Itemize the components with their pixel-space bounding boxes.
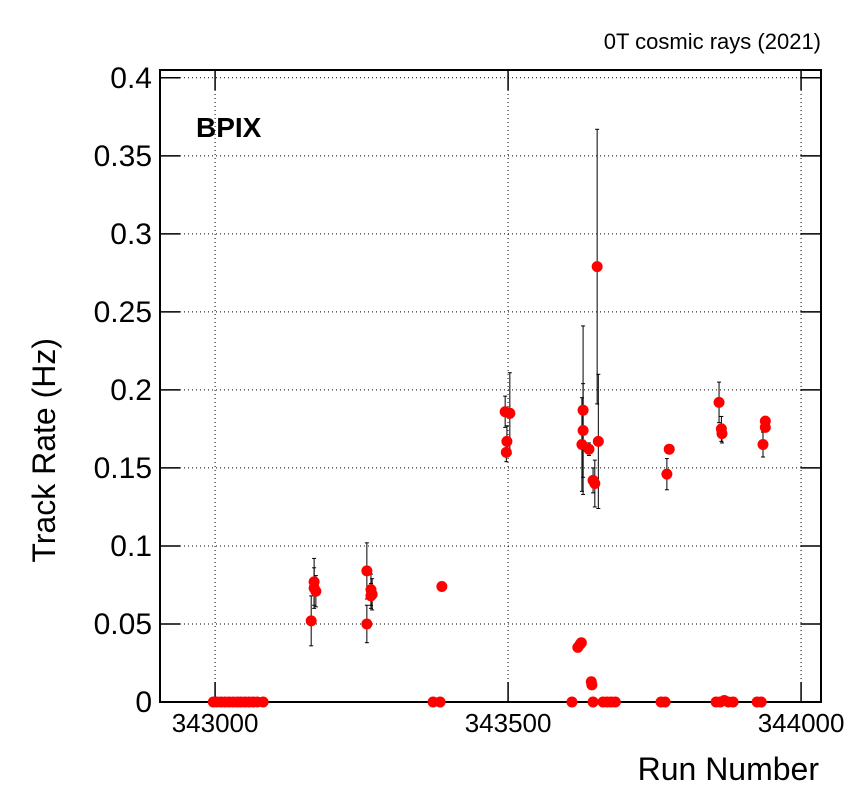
data-point	[305, 615, 317, 627]
y-tick-label: 0.35	[94, 140, 152, 173]
data-point	[310, 585, 322, 597]
y-tick-label: 0.25	[94, 296, 152, 329]
data-point	[659, 696, 671, 708]
data-point	[755, 696, 767, 708]
data-point	[759, 421, 771, 433]
annotation: BPIX	[196, 112, 262, 143]
y-tick-label: 0.15	[94, 452, 152, 485]
x-tick-label: 343500	[465, 708, 552, 738]
data-point	[592, 435, 604, 447]
data-point	[727, 696, 739, 708]
data-point	[589, 478, 601, 490]
data-point	[257, 696, 269, 708]
data-point	[587, 696, 599, 708]
y-axis-label: Track Rate (Hz)	[26, 338, 62, 563]
data-point	[583, 443, 595, 455]
x-axis-label: Run Number	[638, 751, 820, 787]
data-point	[436, 581, 448, 593]
data-point	[663, 443, 675, 455]
data-point	[577, 404, 589, 416]
data-point	[361, 565, 373, 577]
data-point	[591, 261, 603, 273]
data-point	[586, 679, 598, 691]
y-tick-label: 0.05	[94, 608, 152, 641]
data-point	[661, 468, 673, 480]
data-point	[500, 446, 512, 458]
y-tick-label: 0.3	[110, 218, 152, 251]
data-point	[716, 428, 728, 440]
plot-frame	[159, 69, 822, 703]
data-point	[566, 696, 578, 708]
data-point	[575, 637, 587, 649]
data-point	[504, 407, 516, 419]
data-point	[757, 439, 769, 451]
y-tick-label: 0.2	[110, 374, 152, 407]
chart-title: 0T cosmic rays (2021)	[604, 29, 821, 54]
data-point	[713, 396, 725, 408]
data-point	[577, 424, 589, 436]
y-tick-label: 0.4	[110, 62, 152, 95]
data-point	[361, 618, 373, 630]
x-tick-label: 343000	[172, 708, 259, 738]
data-point	[501, 435, 513, 447]
x-tick-label: 344000	[758, 708, 845, 738]
y-tick-label: 0.1	[110, 530, 152, 563]
data-point	[609, 696, 621, 708]
y-tick-label: 0	[135, 686, 152, 719]
data-point	[365, 590, 377, 602]
data-point	[434, 696, 446, 708]
